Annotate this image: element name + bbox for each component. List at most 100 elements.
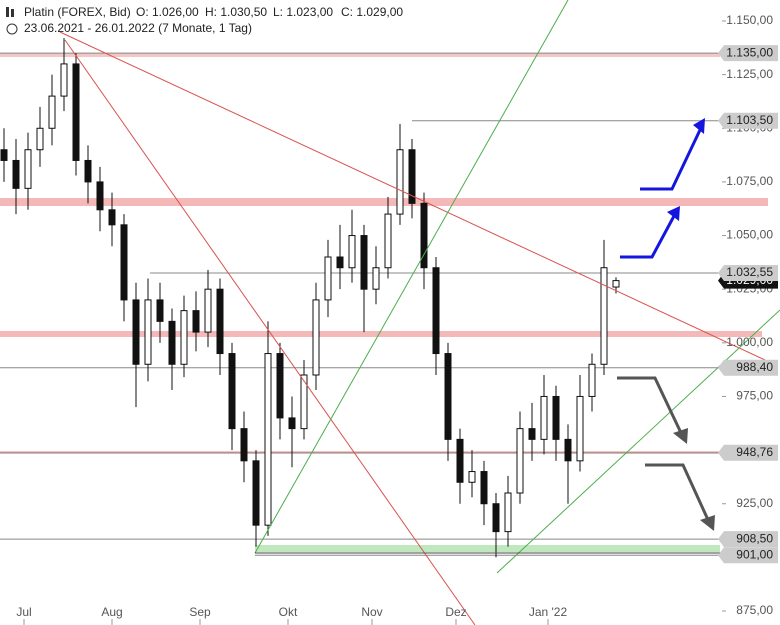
trend-lines xyxy=(59,0,780,625)
candle-body xyxy=(252,460,260,526)
candle-body xyxy=(276,353,284,419)
y-tick-label: 875,00 xyxy=(736,603,773,617)
candle-body xyxy=(492,503,500,533)
candle-body xyxy=(216,288,224,355)
level-box xyxy=(718,359,778,376)
candle-body xyxy=(552,395,560,440)
support-zone xyxy=(255,545,720,552)
resistance-zone xyxy=(0,198,768,206)
candles xyxy=(0,38,620,558)
candle-body xyxy=(132,299,140,365)
trend-line xyxy=(59,31,766,361)
arrow xyxy=(617,376,684,436)
candle-body xyxy=(324,256,332,301)
level-box xyxy=(718,531,778,548)
candle-body xyxy=(600,267,608,365)
x-tick-label: Dez xyxy=(445,605,466,619)
level-box xyxy=(718,547,778,564)
candle-body xyxy=(72,63,80,161)
ohlc-label: C: 1.029,00 xyxy=(341,5,403,19)
y-tick-label: 1.150,00 xyxy=(726,13,773,27)
header: Platin (FOREX, Bid) O: 1.026,00 H: 1.030… xyxy=(6,5,403,35)
arrow xyxy=(645,463,711,523)
candle-body xyxy=(288,417,296,430)
candle-body xyxy=(564,438,572,462)
candle-body xyxy=(60,63,68,97)
date-range: 23.06.2021 - 26.01.2022 (7 Monate, 1 Tag… xyxy=(24,21,252,35)
x-tick-label: Jul xyxy=(16,605,31,619)
candle-body xyxy=(372,267,380,290)
candle-body xyxy=(456,438,464,483)
candle-body xyxy=(444,353,452,440)
candle-body xyxy=(108,209,116,226)
candle-body xyxy=(204,288,212,333)
candle-body xyxy=(48,95,56,129)
icon xyxy=(6,23,18,35)
candle-body xyxy=(336,256,344,269)
candle-body xyxy=(528,428,536,440)
level-label: 988,40 xyxy=(736,360,773,374)
y-tick-label: 1.075,00 xyxy=(726,174,773,188)
candle-body xyxy=(84,159,92,183)
icon xyxy=(11,9,14,17)
trend-line xyxy=(496,309,780,574)
arrowhead xyxy=(693,118,705,134)
level-label: 908,50 xyxy=(736,531,773,545)
candle-body xyxy=(0,149,8,161)
level-label: 1.103,50 xyxy=(726,113,773,127)
axes: 875,00900,00925,00950,00975,001.000,001.… xyxy=(16,13,773,625)
x-tick-label: Aug xyxy=(101,605,122,619)
y-tick-label: 1.000,00 xyxy=(726,335,773,349)
x-tick-label: Sep xyxy=(189,605,211,619)
arrowhead xyxy=(673,428,688,444)
arrow xyxy=(620,215,676,259)
candle-body xyxy=(396,149,404,215)
level-label: 901,00 xyxy=(736,547,773,561)
level-label: 948,76 xyxy=(736,445,773,459)
candle-body xyxy=(420,202,428,269)
candle-body xyxy=(384,213,392,269)
candle-body xyxy=(24,149,32,189)
level-label: 1.135,00 xyxy=(726,45,773,59)
x-tick-label: Okt xyxy=(279,605,298,619)
y-tick-label: 975,00 xyxy=(736,389,773,403)
candle-body xyxy=(516,428,524,494)
candle-body xyxy=(576,395,584,462)
arrowhead xyxy=(667,206,680,221)
candle-body xyxy=(432,267,440,355)
level-label: 1.032,55 xyxy=(726,265,773,279)
icon xyxy=(6,7,9,17)
candle-body xyxy=(36,127,44,151)
trend-line xyxy=(64,39,476,625)
y-tick-label: 925,00 xyxy=(736,496,773,510)
candle-body xyxy=(612,280,620,288)
x-tick-label: Nov xyxy=(361,605,382,619)
resistance-zone xyxy=(0,53,720,57)
ohlc-label: H: 1.030,50 xyxy=(205,5,267,19)
y-tick-label: 1.050,00 xyxy=(726,228,773,242)
candle-body xyxy=(144,299,152,365)
background-layer xyxy=(0,53,768,552)
candle-body xyxy=(348,235,356,269)
level-box xyxy=(718,264,778,281)
level-lines xyxy=(0,52,720,556)
candle-body xyxy=(312,299,320,376)
candle-body xyxy=(192,310,200,333)
level-box xyxy=(718,45,778,62)
level-box xyxy=(718,444,778,461)
candle-body xyxy=(480,471,488,505)
ohlc-label: O: 1.026,00 xyxy=(136,5,199,19)
candle-body xyxy=(468,471,476,483)
arrowhead xyxy=(700,515,715,531)
trend-line xyxy=(254,0,569,554)
title: Platin (FOREX, Bid) xyxy=(24,5,131,19)
candle-body xyxy=(168,320,176,365)
level-box xyxy=(718,112,778,129)
support-zone xyxy=(0,331,762,337)
candle-body xyxy=(408,149,416,204)
candle-body xyxy=(12,159,20,189)
x-tick-label: Jan '22 xyxy=(529,605,568,619)
ohlc-label: L: 1.023,00 xyxy=(273,5,333,19)
candle-body xyxy=(180,310,188,365)
